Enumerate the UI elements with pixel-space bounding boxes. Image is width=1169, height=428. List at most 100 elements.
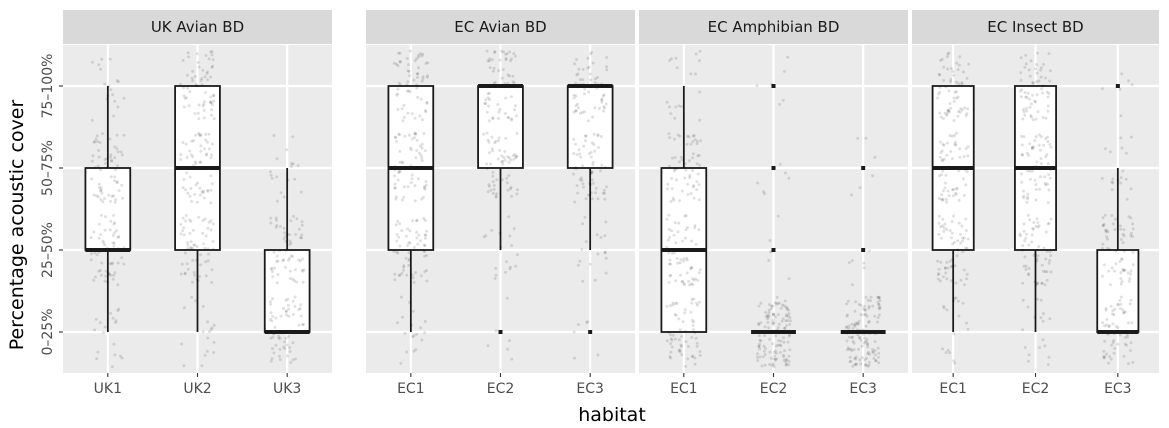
jitter-point (685, 256, 688, 260)
jitter-point (1031, 81, 1035, 85)
jitter-point (89, 236, 93, 240)
jitter-point (284, 239, 288, 243)
jitter-point (200, 364, 204, 368)
jitter-point (112, 213, 115, 217)
jitter-point (284, 298, 288, 302)
jitter-point (212, 340, 216, 344)
jitter-point (98, 321, 102, 325)
jitter-point (1039, 135, 1043, 139)
jitter-point (759, 301, 763, 305)
jitter-point (1036, 297, 1040, 301)
jitter-point (408, 49, 412, 53)
jitter-point (401, 161, 405, 165)
jitter-point (691, 277, 694, 281)
jitter-point (289, 361, 293, 365)
jitter-point (112, 114, 116, 118)
jitter-point (411, 219, 415, 223)
jitter-point (500, 160, 504, 164)
jitter-point (197, 131, 201, 135)
jitter-point (422, 243, 426, 247)
jitter-point (500, 178, 504, 182)
jitter-point (98, 141, 102, 144)
jitter-point (596, 133, 600, 137)
jitter-point (490, 58, 494, 62)
jitter-point (1041, 338, 1045, 342)
jitter-point (210, 268, 214, 272)
jitter-point (954, 296, 958, 300)
jitter-point (784, 360, 788, 364)
jitter-point (690, 266, 694, 270)
jitter-point (393, 174, 396, 178)
jitter-point (182, 178, 186, 181)
jitter-point (1033, 99, 1037, 103)
box-group: EC3 (566, 50, 614, 397)
jitter-point (96, 195, 100, 199)
jitter-point (209, 201, 213, 205)
jitter-point (487, 59, 491, 63)
jitter-point (410, 173, 414, 177)
jitter-point (288, 239, 292, 243)
jitter-point (873, 348, 877, 352)
jitter-point (866, 345, 870, 349)
jitter-point (206, 247, 210, 251)
jitter-point (779, 306, 783, 310)
jitter-point (207, 220, 211, 224)
jitter-point (402, 103, 406, 107)
jitter-point (693, 138, 697, 142)
jitter-point (581, 222, 585, 226)
jitter-point (179, 82, 182, 86)
jitter-point (1043, 181, 1047, 185)
jitter-point (270, 319, 274, 323)
jitter-point (863, 308, 866, 312)
jitter-point (507, 74, 511, 78)
jitter-point (1106, 246, 1109, 250)
jitter-point (515, 188, 519, 192)
box-group: UK3 (263, 134, 311, 397)
jitter-point (199, 149, 203, 153)
jitter-point (858, 358, 862, 362)
jitter-point (1026, 213, 1030, 217)
jitter-point (403, 331, 407, 335)
jitter-point (183, 271, 187, 275)
jitter-point (1129, 272, 1133, 276)
jitter-point (764, 310, 768, 314)
jitter-point (111, 93, 115, 97)
jitter-point (766, 315, 770, 319)
jitter-point (866, 352, 870, 356)
jitter-point (1041, 319, 1045, 323)
jitter-point (671, 303, 675, 307)
jitter-point (398, 244, 402, 248)
jitter-point (183, 306, 186, 310)
jitter-point (683, 166, 686, 170)
jitter-point (207, 57, 211, 61)
jitter-point (424, 183, 428, 187)
jitter-point (953, 133, 956, 137)
jitter-point (400, 160, 404, 164)
jitter-point (667, 105, 671, 109)
jitter-point (209, 101, 213, 105)
jitter-point (393, 272, 397, 276)
jitter-point (1114, 217, 1118, 221)
outlier-point (771, 84, 776, 88)
jitter-point (292, 279, 296, 283)
jitter-point (1023, 113, 1027, 117)
jitter-point (414, 348, 418, 352)
jitter-point (766, 317, 770, 321)
jitter-point (581, 164, 584, 168)
jitter-point (393, 186, 397, 190)
jitter-point (941, 217, 945, 221)
jitter-point (867, 360, 871, 364)
jitter-point (1129, 135, 1133, 139)
jitter-point (485, 110, 489, 114)
jitter-point (698, 118, 702, 122)
jitter-point (297, 227, 301, 231)
jitter-point (423, 254, 427, 258)
jitter-point (601, 94, 605, 98)
jitter-point (1028, 218, 1032, 222)
jitter-point (862, 307, 865, 311)
jitter-point (197, 103, 201, 107)
jitter-point (1021, 153, 1024, 157)
jitter-point (766, 320, 770, 324)
jitter-point (211, 240, 215, 243)
jitter-point (1044, 183, 1048, 187)
